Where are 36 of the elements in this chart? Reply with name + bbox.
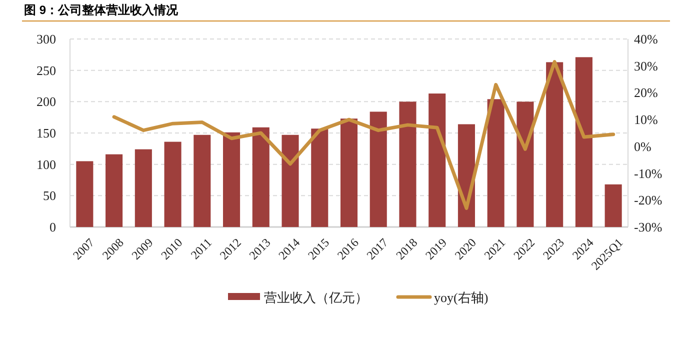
bar <box>106 154 123 227</box>
bar <box>223 132 240 227</box>
y2-tick-label: -10% <box>634 166 662 181</box>
legend-label: 营业收入（亿元） <box>264 290 368 305</box>
chart-title: 图 9：公司整体营业收入情况 <box>24 3 180 17</box>
legend-label: yoy(右轴) <box>434 290 488 305</box>
bar <box>575 57 592 227</box>
y2-tick-label: 0% <box>634 138 652 154</box>
bar <box>428 94 446 227</box>
y-tick-label: 0 <box>50 220 56 234</box>
bar <box>311 128 328 227</box>
bar <box>487 99 504 227</box>
bar <box>76 161 94 227</box>
y-tick-label: 300 <box>36 32 56 46</box>
bar <box>134 149 152 227</box>
y2-tick-label: 20% <box>634 85 658 100</box>
y-tick-label: 200 <box>36 94 56 110</box>
bar <box>399 102 416 227</box>
bar <box>516 102 534 227</box>
bar <box>546 62 564 227</box>
y2-tick-label: 40% <box>634 32 658 46</box>
bar <box>282 134 299 227</box>
bar <box>194 134 211 227</box>
y2-tick-label: -20% <box>634 192 662 208</box>
y2-tick-label: 30% <box>634 58 658 74</box>
y2-tick-label: -30% <box>634 220 662 234</box>
bar <box>340 118 358 227</box>
bar <box>370 112 387 227</box>
bar <box>252 127 270 227</box>
y2-tick-label: 10% <box>634 112 658 128</box>
y-tick-label: 50 <box>43 188 56 204</box>
bar <box>164 142 182 227</box>
bar <box>604 184 622 227</box>
y-tick-label: 100 <box>36 156 56 172</box>
y-tick-label: 250 <box>36 62 56 78</box>
y-tick-label: 150 <box>36 126 56 140</box>
